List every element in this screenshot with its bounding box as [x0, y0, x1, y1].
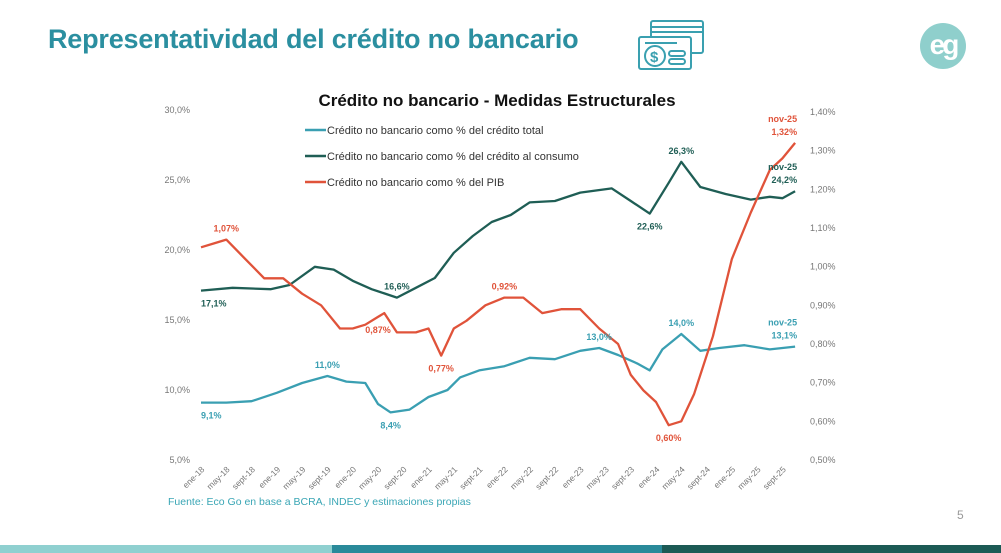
page-number: 5	[957, 508, 964, 522]
x-tick-label: sept-24	[685, 464, 712, 491]
eco-go-logo: eg	[920, 23, 966, 69]
x-tick-label: ene-18	[181, 464, 207, 490]
x-tick-label: sept-21	[457, 464, 484, 491]
chart-title: Crédito no bancario - Medidas Estructura…	[318, 91, 675, 110]
series-line-2	[200, 160, 796, 299]
data-label: nov-25	[768, 114, 797, 124]
data-label: 14,0%	[669, 318, 695, 328]
data-label: 17,1%	[201, 299, 227, 309]
series-line-3	[200, 142, 796, 427]
y-right-tick-label: 0,80%	[810, 339, 836, 349]
data-label: 9,1%	[201, 411, 222, 421]
x-tick-label: ene-20	[332, 464, 358, 490]
y-left-tick-label: 10,0%	[164, 385, 190, 395]
data-label: 13,0%	[586, 332, 612, 342]
y-left-tick-label: 15,0%	[164, 315, 190, 325]
x-tick-label: may-20	[356, 464, 383, 491]
legend-label: Crédito no bancario como % del crédito a…	[327, 151, 579, 163]
x-tick-label: may-18	[205, 464, 232, 491]
data-label: 13,1%	[772, 331, 798, 341]
source-note: Fuente: Eco Go en base a BCRA, INDEC y e…	[168, 496, 471, 508]
x-tick-label: may-24	[660, 464, 687, 491]
data-label: nov-25	[768, 318, 797, 328]
x-tick-label: may-21	[432, 464, 459, 491]
data-label: nov-25	[768, 162, 797, 172]
data-label: 0,92%	[492, 282, 518, 292]
x-tick-label: sept-20	[382, 464, 409, 491]
x-tick-label: sept-19	[306, 464, 333, 491]
x-tick-label: ene-21	[408, 464, 434, 490]
data-label: 8,4%	[380, 420, 401, 430]
x-tick-label: ene-22	[484, 464, 510, 490]
x-tick-label: may-19	[280, 464, 307, 491]
data-label: 11,0%	[315, 360, 340, 370]
x-tick-label: sept-18	[230, 464, 257, 491]
svg-text:$: $	[650, 49, 659, 66]
y-right-tick-label: 1,40%	[810, 107, 836, 117]
y-right-tick-label: 1,20%	[810, 184, 836, 194]
x-tick-label: ene-25	[712, 464, 738, 490]
y-left-tick-label: 20,0%	[164, 245, 190, 255]
data-label: 16,6%	[384, 282, 410, 292]
legend-label: Crédito no bancario como % del PIB	[327, 177, 504, 189]
slide-title: Representatividad del crédito no bancari…	[48, 24, 579, 54]
footer-stripe-light	[0, 545, 332, 553]
y-right-tick-label: 1,00%	[810, 262, 836, 272]
x-tick-label: ene-19	[256, 464, 282, 490]
x-tick-label: may-23	[584, 464, 611, 491]
x-tick-label: sept-23	[609, 464, 636, 491]
x-tick-label: ene-24	[636, 464, 662, 490]
y-right-tick-label: 0,60%	[810, 416, 836, 426]
legend-label: Crédito no bancario como % del crédito t…	[327, 125, 543, 137]
y-left-tick-label: 5,0%	[169, 455, 190, 465]
data-label: 0,77%	[428, 364, 454, 374]
x-tick-label: sept-25	[761, 464, 788, 491]
y-left-tick-label: 25,0%	[164, 175, 190, 185]
x-tick-label: sept-22	[533, 464, 560, 491]
data-label: 26,3%	[669, 146, 695, 156]
data-label: 1,32%	[772, 127, 798, 137]
y-right-tick-label: 0,70%	[810, 378, 836, 388]
data-label: 0,60%	[656, 433, 682, 443]
footer-stripe-dark	[662, 545, 1001, 553]
footer-stripe-mid	[332, 545, 662, 553]
x-tick-label: may-25	[735, 464, 762, 491]
y-right-tick-label: 0,90%	[810, 300, 836, 310]
series-line-1	[201, 332, 796, 414]
y-right-tick-label: 0,50%	[810, 455, 836, 465]
y-right-tick-label: 1,10%	[810, 223, 836, 233]
data-label: 1,07%	[214, 224, 240, 234]
y-right-tick-label: 1,30%	[810, 146, 836, 156]
data-label: 22,6%	[637, 222, 663, 232]
data-label: 24,2%	[772, 175, 798, 185]
credit-card-dollar-icon: $	[637, 15, 709, 78]
data-label: 0,87%	[365, 325, 391, 335]
y-left-tick-label: 30,0%	[164, 105, 190, 115]
x-tick-label: may-22	[508, 464, 535, 491]
x-tick-label: ene-23	[560, 464, 586, 490]
